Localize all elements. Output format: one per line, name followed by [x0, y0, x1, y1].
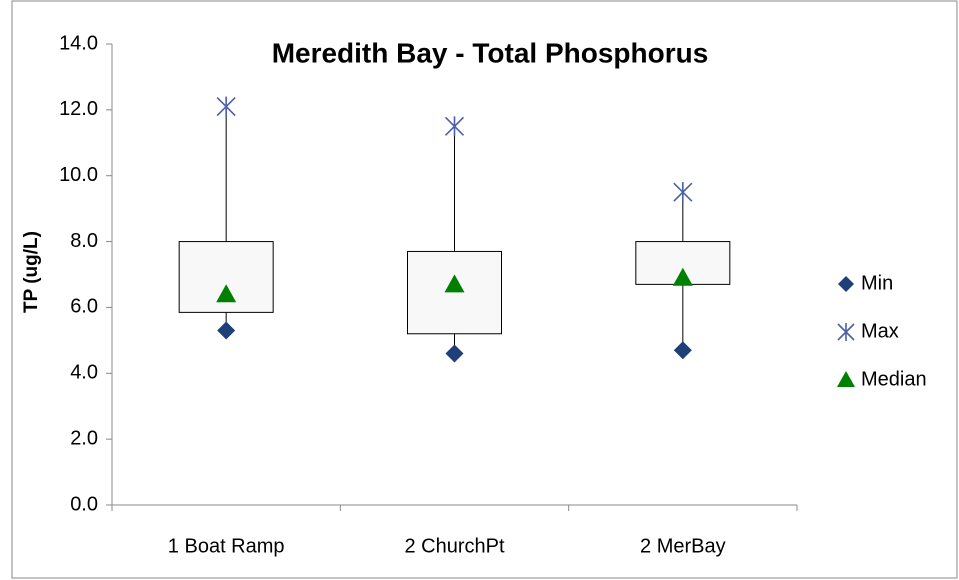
median-marker	[672, 267, 693, 286]
y-tick-label: 0.0	[70, 493, 98, 515]
y-tick-label: 12.0	[59, 98, 98, 120]
x-tick-label: 2 ChurchPt	[404, 535, 504, 557]
max-marker	[673, 182, 693, 203]
box	[407, 250, 502, 335]
min-marker	[445, 344, 464, 363]
legend-marker	[837, 323, 855, 341]
x-tick-label: 2 MerBay	[640, 535, 726, 557]
chart-title: Meredith Bay - Total Phosphorus	[272, 37, 709, 68]
legend-marker	[837, 371, 855, 387]
y-tick-label: 14.0	[59, 32, 98, 54]
min-marker	[673, 341, 692, 360]
y-tick-label: 6.0	[70, 296, 98, 318]
max-marker	[216, 96, 236, 117]
legend-marker	[838, 276, 854, 292]
legend-label: Median	[861, 368, 927, 390]
median-marker	[444, 274, 465, 293]
y-tick-label: 8.0	[70, 230, 98, 252]
max-marker	[444, 116, 465, 137]
median-marker	[216, 284, 237, 303]
y-tick-label: 2.0	[70, 427, 98, 449]
box	[178, 241, 274, 313]
legend-label: Max	[861, 320, 899, 342]
y-axis-label: TP (ug/L)	[21, 231, 42, 313]
legend-label: Min	[861, 272, 893, 294]
x-tick-label: 1 Boat Ramp	[168, 535, 285, 557]
min-marker	[217, 321, 236, 340]
y-tick-label: 4.0	[70, 362, 98, 384]
y-tick-label: 10.0	[59, 164, 98, 186]
